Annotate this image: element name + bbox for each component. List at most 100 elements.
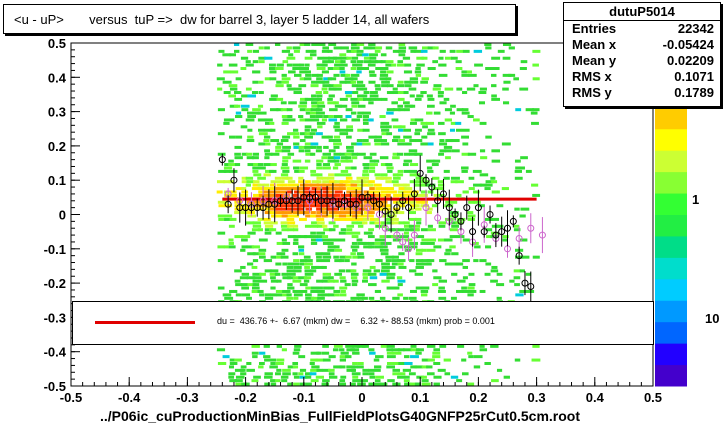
heat-cell xyxy=(503,375,510,379)
heat-cell xyxy=(350,60,357,64)
heat-cell xyxy=(257,176,266,180)
stats-box: dutuP5014 Entries 22342 Mean x -0.05424 Me… xyxy=(563,2,721,107)
heat-cell xyxy=(351,56,359,60)
heat-cell xyxy=(263,344,270,348)
heat-cell xyxy=(328,355,336,359)
heat-cell xyxy=(368,97,376,101)
heat-cell xyxy=(409,121,417,125)
heat-cell xyxy=(387,379,395,383)
heat-cell xyxy=(501,187,509,191)
heat-cell xyxy=(217,152,226,156)
heat-cell xyxy=(309,111,317,115)
heat-cell xyxy=(352,214,358,218)
heat-cell xyxy=(462,259,470,263)
heat-cell xyxy=(228,63,238,67)
heat-cell xyxy=(427,97,435,101)
heat-cell xyxy=(275,190,282,194)
heat-cell xyxy=(415,139,423,143)
heat-cell xyxy=(415,351,422,355)
heat-cell xyxy=(303,279,310,283)
heat-cell xyxy=(292,193,299,197)
heat-cell xyxy=(292,289,300,293)
heat-cell xyxy=(350,296,360,300)
heat-cell xyxy=(445,248,452,252)
heat-cell xyxy=(328,368,335,372)
heat-cell xyxy=(414,204,420,208)
heat-cell xyxy=(368,190,376,194)
heat-cell xyxy=(333,87,342,91)
heat-cell xyxy=(286,293,292,297)
heat-cell xyxy=(363,56,371,60)
heat-cell xyxy=(265,142,271,146)
heat-cell xyxy=(386,221,395,225)
heat-cell xyxy=(420,80,428,84)
heat-cell xyxy=(316,351,322,355)
heat-cell xyxy=(374,84,381,88)
heat-cell xyxy=(403,128,412,132)
heat-cell xyxy=(253,163,262,167)
heat-cell xyxy=(392,372,400,376)
heat-cell xyxy=(380,224,388,228)
heat-cell xyxy=(298,169,305,173)
heat-cell xyxy=(369,187,375,191)
heat-cell xyxy=(474,63,483,67)
heat-cell xyxy=(327,207,334,211)
heat-cell xyxy=(456,108,464,112)
heat-cell xyxy=(410,200,416,204)
heat-cell xyxy=(315,265,324,269)
heat-cell xyxy=(439,49,446,53)
heat-cell xyxy=(229,87,238,91)
stats-row-mean-y: Mean y 0.02209 xyxy=(564,53,720,69)
heat-cell xyxy=(369,217,377,221)
heat-cell xyxy=(287,276,295,280)
heat-cell xyxy=(345,73,351,77)
heat-cell xyxy=(240,365,247,369)
heat-cell xyxy=(386,344,395,348)
heat-cell xyxy=(485,245,492,249)
heat-cell xyxy=(282,289,291,293)
heat-cell xyxy=(374,365,382,369)
heat-cell xyxy=(356,293,365,297)
heat-cell xyxy=(253,180,260,184)
heat-cell xyxy=(403,190,411,194)
heat-cell xyxy=(275,207,282,211)
heat-cell xyxy=(334,173,340,177)
heat-cell xyxy=(293,293,303,297)
profile-black-point xyxy=(504,224,511,232)
heat-cell xyxy=(357,217,364,221)
heat-cell xyxy=(496,272,503,276)
heat-cell xyxy=(216,180,226,184)
heat-cell xyxy=(408,211,417,215)
heat-cell xyxy=(345,204,354,208)
heat-cell xyxy=(240,104,250,108)
heat-cell xyxy=(357,255,365,259)
heat-cell xyxy=(311,101,319,105)
heat-cell xyxy=(515,166,522,170)
heat-cell xyxy=(392,296,400,300)
heat-cell xyxy=(496,368,503,372)
heat-cell xyxy=(520,60,528,64)
heat-cell xyxy=(409,289,417,293)
heat-cell xyxy=(338,104,348,108)
heat-cell xyxy=(362,94,368,98)
heat-cell xyxy=(316,187,324,191)
heat-cell xyxy=(286,84,292,88)
heat-cell xyxy=(420,262,429,266)
heat-cell xyxy=(234,207,243,211)
heat-cell xyxy=(311,221,320,225)
heat-cell xyxy=(351,104,358,108)
heat-cell xyxy=(491,265,498,269)
heat-cell xyxy=(252,60,259,64)
heat-cell xyxy=(473,183,482,187)
heat-cell xyxy=(293,135,300,139)
heat-cell xyxy=(264,187,272,191)
heat-cell xyxy=(292,241,299,245)
heat-cell xyxy=(304,135,313,139)
profile-black-point xyxy=(230,176,238,184)
heat-cell xyxy=(491,180,498,184)
heat-cell xyxy=(321,87,328,91)
heat-cell xyxy=(317,104,326,108)
heat-cell xyxy=(304,67,310,71)
heat-cell xyxy=(264,156,270,160)
heat-cell xyxy=(449,128,455,132)
